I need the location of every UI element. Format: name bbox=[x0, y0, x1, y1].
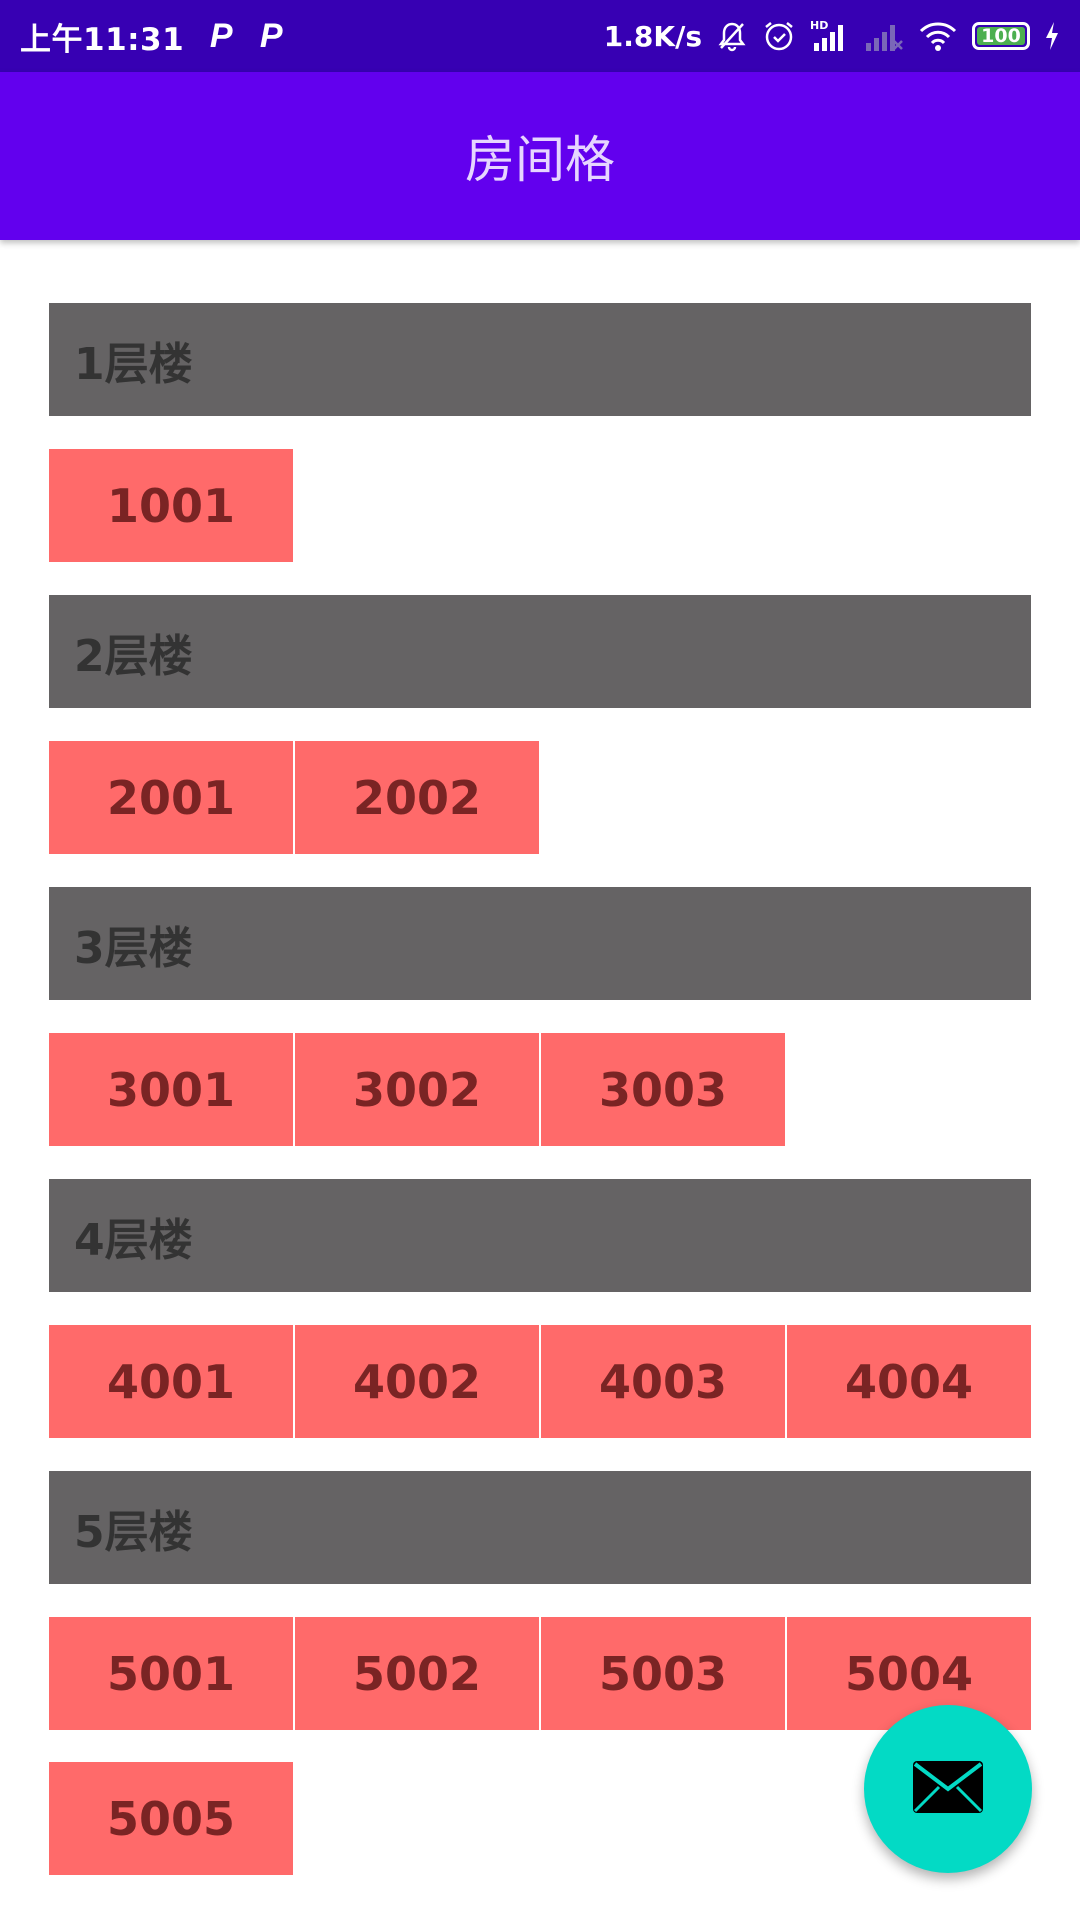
room-row-5: 5001 5002 5003 5004 bbox=[49, 1617, 1031, 1730]
floor-header-2: 2层楼 bbox=[49, 595, 1031, 708]
room-cell[interactable]: 5002 bbox=[295, 1617, 539, 1730]
room-row-5b: 5005 bbox=[49, 1762, 1031, 1875]
mail-icon bbox=[911, 1759, 985, 1819]
room-cell[interactable]: 2001 bbox=[49, 741, 293, 854]
floor-header-1: 1层楼 bbox=[49, 303, 1031, 416]
room-cell[interactable]: 5001 bbox=[49, 1617, 293, 1730]
room-cell[interactable]: 3001 bbox=[49, 1033, 293, 1146]
floor-label: 2层楼 bbox=[74, 630, 193, 682]
floor-header-3: 3层楼 bbox=[49, 887, 1031, 1000]
floor-label: 5层楼 bbox=[74, 1506, 193, 1558]
network-speed: 1.8K/s bbox=[603, 19, 702, 53]
room-cell[interactable]: 2002 bbox=[295, 741, 539, 854]
room-row-2: 2001 2002 bbox=[49, 741, 1031, 854]
room-cell[interactable]: 1001 bbox=[49, 449, 293, 562]
room-cell[interactable]: 4003 bbox=[541, 1325, 785, 1438]
alarm-icon bbox=[762, 19, 796, 53]
app-bar: 房间格 bbox=[0, 72, 1080, 240]
page-title: 房间格 bbox=[465, 131, 615, 189]
room-row-3: 3001 3002 3003 bbox=[49, 1033, 1031, 1146]
floor-label: 3层楼 bbox=[74, 922, 193, 974]
status-bar: 上午11:31 P P 1.8K/s HD 100 bbox=[0, 0, 1080, 72]
room-cell[interactable]: 4004 bbox=[787, 1325, 1031, 1438]
room-row-1: 1001 bbox=[49, 449, 1031, 562]
room-cell[interactable]: 4001 bbox=[49, 1325, 293, 1438]
room-cell[interactable]: 3002 bbox=[295, 1033, 539, 1146]
battery-level: 100 bbox=[981, 25, 1021, 47]
room-cell[interactable]: 4002 bbox=[295, 1325, 539, 1438]
room-cell[interactable]: 5003 bbox=[541, 1617, 785, 1730]
floor-header-5: 5层楼 bbox=[49, 1471, 1031, 1584]
room-cell[interactable]: 5004 bbox=[787, 1617, 1031, 1730]
room-row-4: 4001 4002 4003 4004 bbox=[49, 1325, 1031, 1438]
room-cell[interactable]: 5005 bbox=[49, 1762, 293, 1875]
parking-app-icon: P bbox=[209, 16, 233, 55]
room-cell[interactable]: 3003 bbox=[541, 1033, 785, 1146]
hd-signal-icon: HD bbox=[810, 19, 850, 53]
status-time: 上午11:31 bbox=[20, 21, 185, 58]
battery-icon: 100 bbox=[972, 22, 1030, 50]
floor-label: 4层楼 bbox=[74, 1214, 193, 1266]
charging-icon bbox=[1044, 21, 1060, 51]
parking-app-icon: P bbox=[259, 16, 283, 55]
floor-list: 1层楼 1001 2层楼 2001 2002 3层楼 3001 3002 300… bbox=[49, 303, 1031, 1908]
mail-fab-button[interactable] bbox=[864, 1705, 1032, 1873]
floor-header-4: 4层楼 bbox=[49, 1179, 1031, 1292]
floor-label: 1层楼 bbox=[74, 338, 193, 390]
signal-icon bbox=[864, 19, 904, 53]
bell-muted-icon bbox=[716, 20, 748, 52]
svg-text:HD: HD bbox=[810, 19, 828, 32]
wifi-icon bbox=[918, 20, 958, 52]
